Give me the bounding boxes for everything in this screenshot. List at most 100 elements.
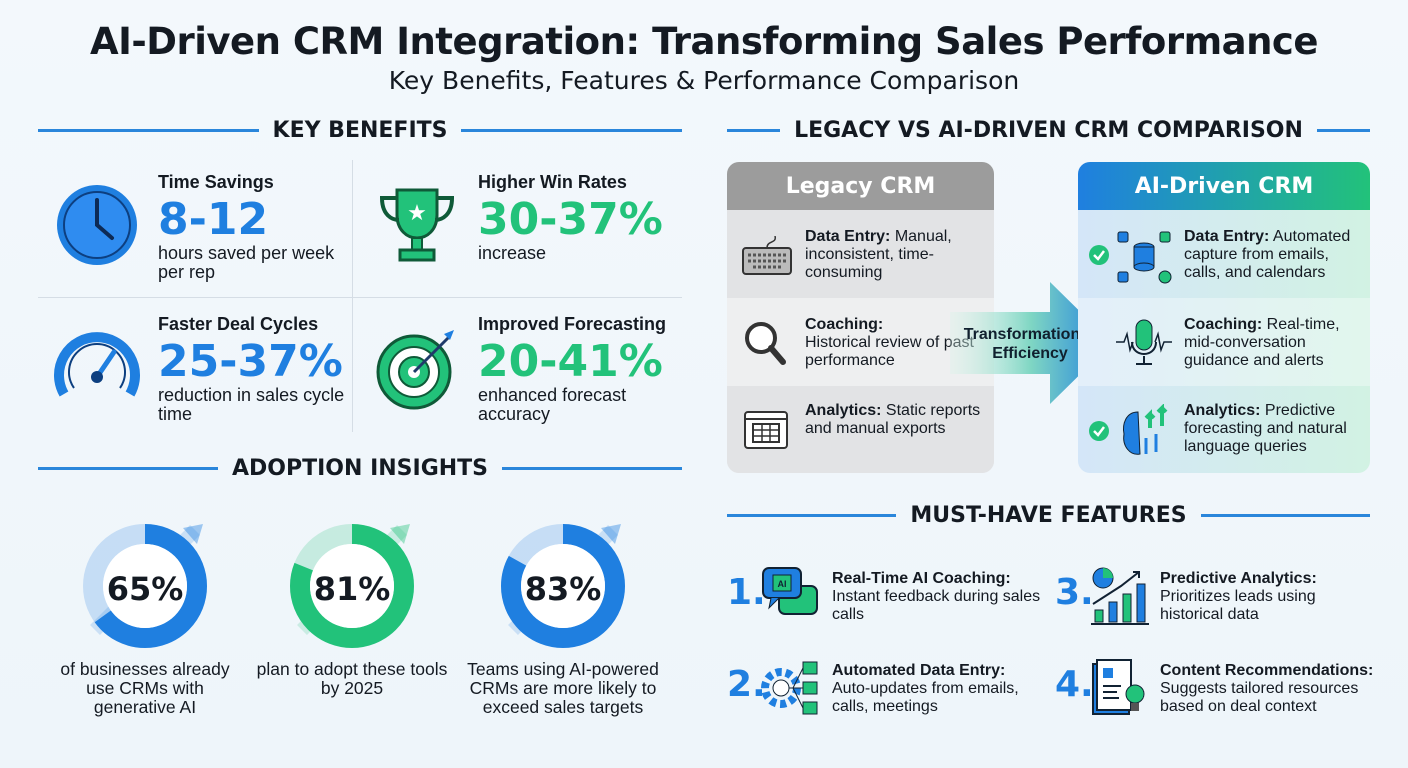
divider <box>352 160 353 432</box>
row-text: Predictive forecasting and natural langu… <box>1184 402 1347 455</box>
adoption-stat: 81% plan to adopt these tools by 2025 <box>252 520 452 698</box>
legacy-row-coaching: Coaching: Historical review of past perfo… <box>727 298 994 386</box>
adoption-percent: 65% <box>106 570 184 608</box>
magnifier-icon <box>745 322 786 365</box>
page-title: AI-Driven CRM Integration: Transforming … <box>90 20 1318 63</box>
gear-automation-icon <box>761 661 818 715</box>
benefit-label: Faster Deal Cycles <box>158 314 319 334</box>
feature-number: 2. <box>727 664 766 705</box>
bar-chart-growth-icon <box>1091 567 1149 625</box>
progress-ring <box>501 524 625 648</box>
section-title: MUST-HAVE FEATURES <box>910 503 1187 528</box>
ai-row-data-entry: Data Entry: Automated capture from email… <box>1078 210 1370 298</box>
row-text: Manual, inconsistent, time-consuming <box>805 228 952 281</box>
adoption-percent: 81% <box>313 570 391 608</box>
adoption-desc: Teams using AI-powered CRMs are more lik… <box>467 659 659 717</box>
progress-ring-fill <box>83 524 207 648</box>
arrow-label: Transformation & Efficiency <box>963 326 1097 362</box>
check-circle-icon <box>1089 421 1109 441</box>
transformation-arrow <box>950 282 1112 404</box>
row-text: Real-time, mid-conversation guidance and… <box>1184 316 1340 369</box>
row-text: Static reports and manual exports <box>805 402 981 437</box>
database-sync-icon <box>1117 231 1172 284</box>
benefit-value: 30-37% <box>478 194 663 245</box>
benefit-value: 25-37% <box>158 336 343 387</box>
benefit-desc: increase <box>478 243 547 263</box>
comparison-heading: LEGACY VS AI-DRIVEN CRM COMPARISON <box>727 118 1371 143</box>
legacy-row-data-entry: Data Entry: Manual, inconsistent, time-c… <box>727 210 994 298</box>
document-lightbulb-icon <box>1092 659 1145 715</box>
features-heading: MUST-HAVE FEATURES <box>727 503 1371 528</box>
clock-icon <box>57 185 137 265</box>
adoption-stat: 65% of businesses already use CRMs with … <box>45 520 245 717</box>
benefit-forecasting: Improved Forecasting 20-41% enhanced for… <box>358 300 680 438</box>
benefit-label: Time Savings <box>158 172 274 192</box>
benefit-desc: reduction in sales cycle time <box>158 385 345 424</box>
ai-crm-title: AI-Driven CRM <box>1078 162 1370 210</box>
row-term: Coaching: <box>805 316 884 333</box>
benefit-desc: enhanced forecast accuracy <box>478 385 627 424</box>
row-term: Analytics: <box>1184 402 1261 419</box>
divider <box>38 297 682 298</box>
feature-title: Content Recommendations: <box>1160 662 1374 679</box>
row-term: Analytics: <box>805 402 882 419</box>
ai-row-coaching: Coaching: Real-time, mid-conversation gu… <box>1078 298 1370 386</box>
row-text: Historical review of past performance <box>805 334 974 369</box>
feature-number: 1. <box>727 572 766 613</box>
feature-desc: Auto-updates from emails, calls, meeting… <box>832 680 1019 715</box>
row-text: Automated capture from emails, calls, an… <box>1184 228 1351 281</box>
row-term: Coaching: <box>1184 316 1263 333</box>
adoption-stat: 83% Teams using AI-powered CRMs are more… <box>463 520 663 717</box>
section-title: KEY BENEFITS <box>272 118 448 143</box>
legacy-row-analytics: Analytics: Static reports and manual exp… <box>727 386 994 473</box>
feature-title: Real-Time AI Coaching: <box>832 570 1011 587</box>
brain-growth-icon <box>1123 404 1168 455</box>
growth-arrow-icon <box>183 524 203 544</box>
feature-desc: Suggests tailored resources based on dea… <box>1160 680 1359 715</box>
adoption-heading: ADOPTION INSIGHTS <box>38 456 682 481</box>
adoption-percent: 83% <box>524 570 602 608</box>
benefit-label: Improved Forecasting <box>478 314 667 334</box>
feature-predictive-analytics: 3. Predictive Analytics: Prioritizes lead… <box>1055 564 1375 634</box>
benefit-win-rates: ★ Higher Win Rates 30-37% increase <box>358 158 680 296</box>
feature-number: 3. <box>1055 572 1094 613</box>
benefit-value: 8-12 <box>158 194 269 245</box>
feature-desc: Instant feedback during sales calls <box>832 588 1041 623</box>
target-icon <box>376 330 454 410</box>
progress-ring <box>290 524 414 648</box>
progress-ring <box>83 524 207 648</box>
legacy-crm-panel: Legacy CRM Data Entry: Manual, inconsist… <box>727 162 994 473</box>
benefit-value: 20-41% <box>478 336 663 387</box>
feature-automated-data-entry: 2. Automated Data Entry: Auto-updates fro… <box>727 656 1047 726</box>
feature-title: Automated Data Entry: <box>832 662 1006 679</box>
ai-row-analytics: Analytics: Predictive forecasting and na… <box>1078 386 1370 473</box>
section-title: ADOPTION INSIGHTS <box>231 456 489 481</box>
benefit-time-savings: Time Savings 8-12 hours saved per week p… <box>38 158 360 296</box>
feature-number: 4. <box>1055 664 1094 705</box>
legacy-crm-title: Legacy CRM <box>727 162 994 210</box>
feature-content-recommendations: 4. Content Recommendations: Suggests tail… <box>1055 656 1375 726</box>
microphone-icon <box>1116 319 1172 365</box>
feature-title: Predictive Analytics: <box>1160 570 1317 587</box>
feature-desc: Prioritizes leads using historical data <box>1160 588 1316 623</box>
keyboard-icon <box>742 236 792 275</box>
progress-ring-fill <box>501 524 625 648</box>
growth-arrow-icon <box>390 524 410 544</box>
adoption-desc: plan to adopt these tools by 2025 <box>256 659 448 698</box>
key-benefits-heading: KEY BENEFITS <box>38 118 682 143</box>
page-subtitle: Key Benefits, Features & Performance Com… <box>388 66 1020 95</box>
svg-text:★: ★ <box>407 200 427 225</box>
feature-real-time-coaching: 1. AI Real-Time AI Coaching: Instant feed… <box>727 564 1047 634</box>
section-title: LEGACY VS AI-DRIVEN CRM COMPARISON <box>794 118 1303 143</box>
check-circle-icon <box>1089 245 1109 265</box>
speedometer-icon <box>54 332 140 397</box>
ai-crm-panel: AI-Driven CRM Data Entry: Automated capt… <box>1078 162 1370 473</box>
svg-text:AI: AI <box>778 579 787 589</box>
benefit-label: Higher Win Rates <box>478 172 627 192</box>
adoption-desc: of businesses already use CRMs with gene… <box>60 659 230 717</box>
progress-ring-fill <box>290 524 414 648</box>
row-term: Data Entry: <box>805 228 891 245</box>
benefit-deal-cycles: Faster Deal Cycles 25-37% reduction in s… <box>38 300 360 438</box>
row-term: Data Entry: <box>1184 228 1270 245</box>
growth-arrow-icon <box>601 524 621 544</box>
